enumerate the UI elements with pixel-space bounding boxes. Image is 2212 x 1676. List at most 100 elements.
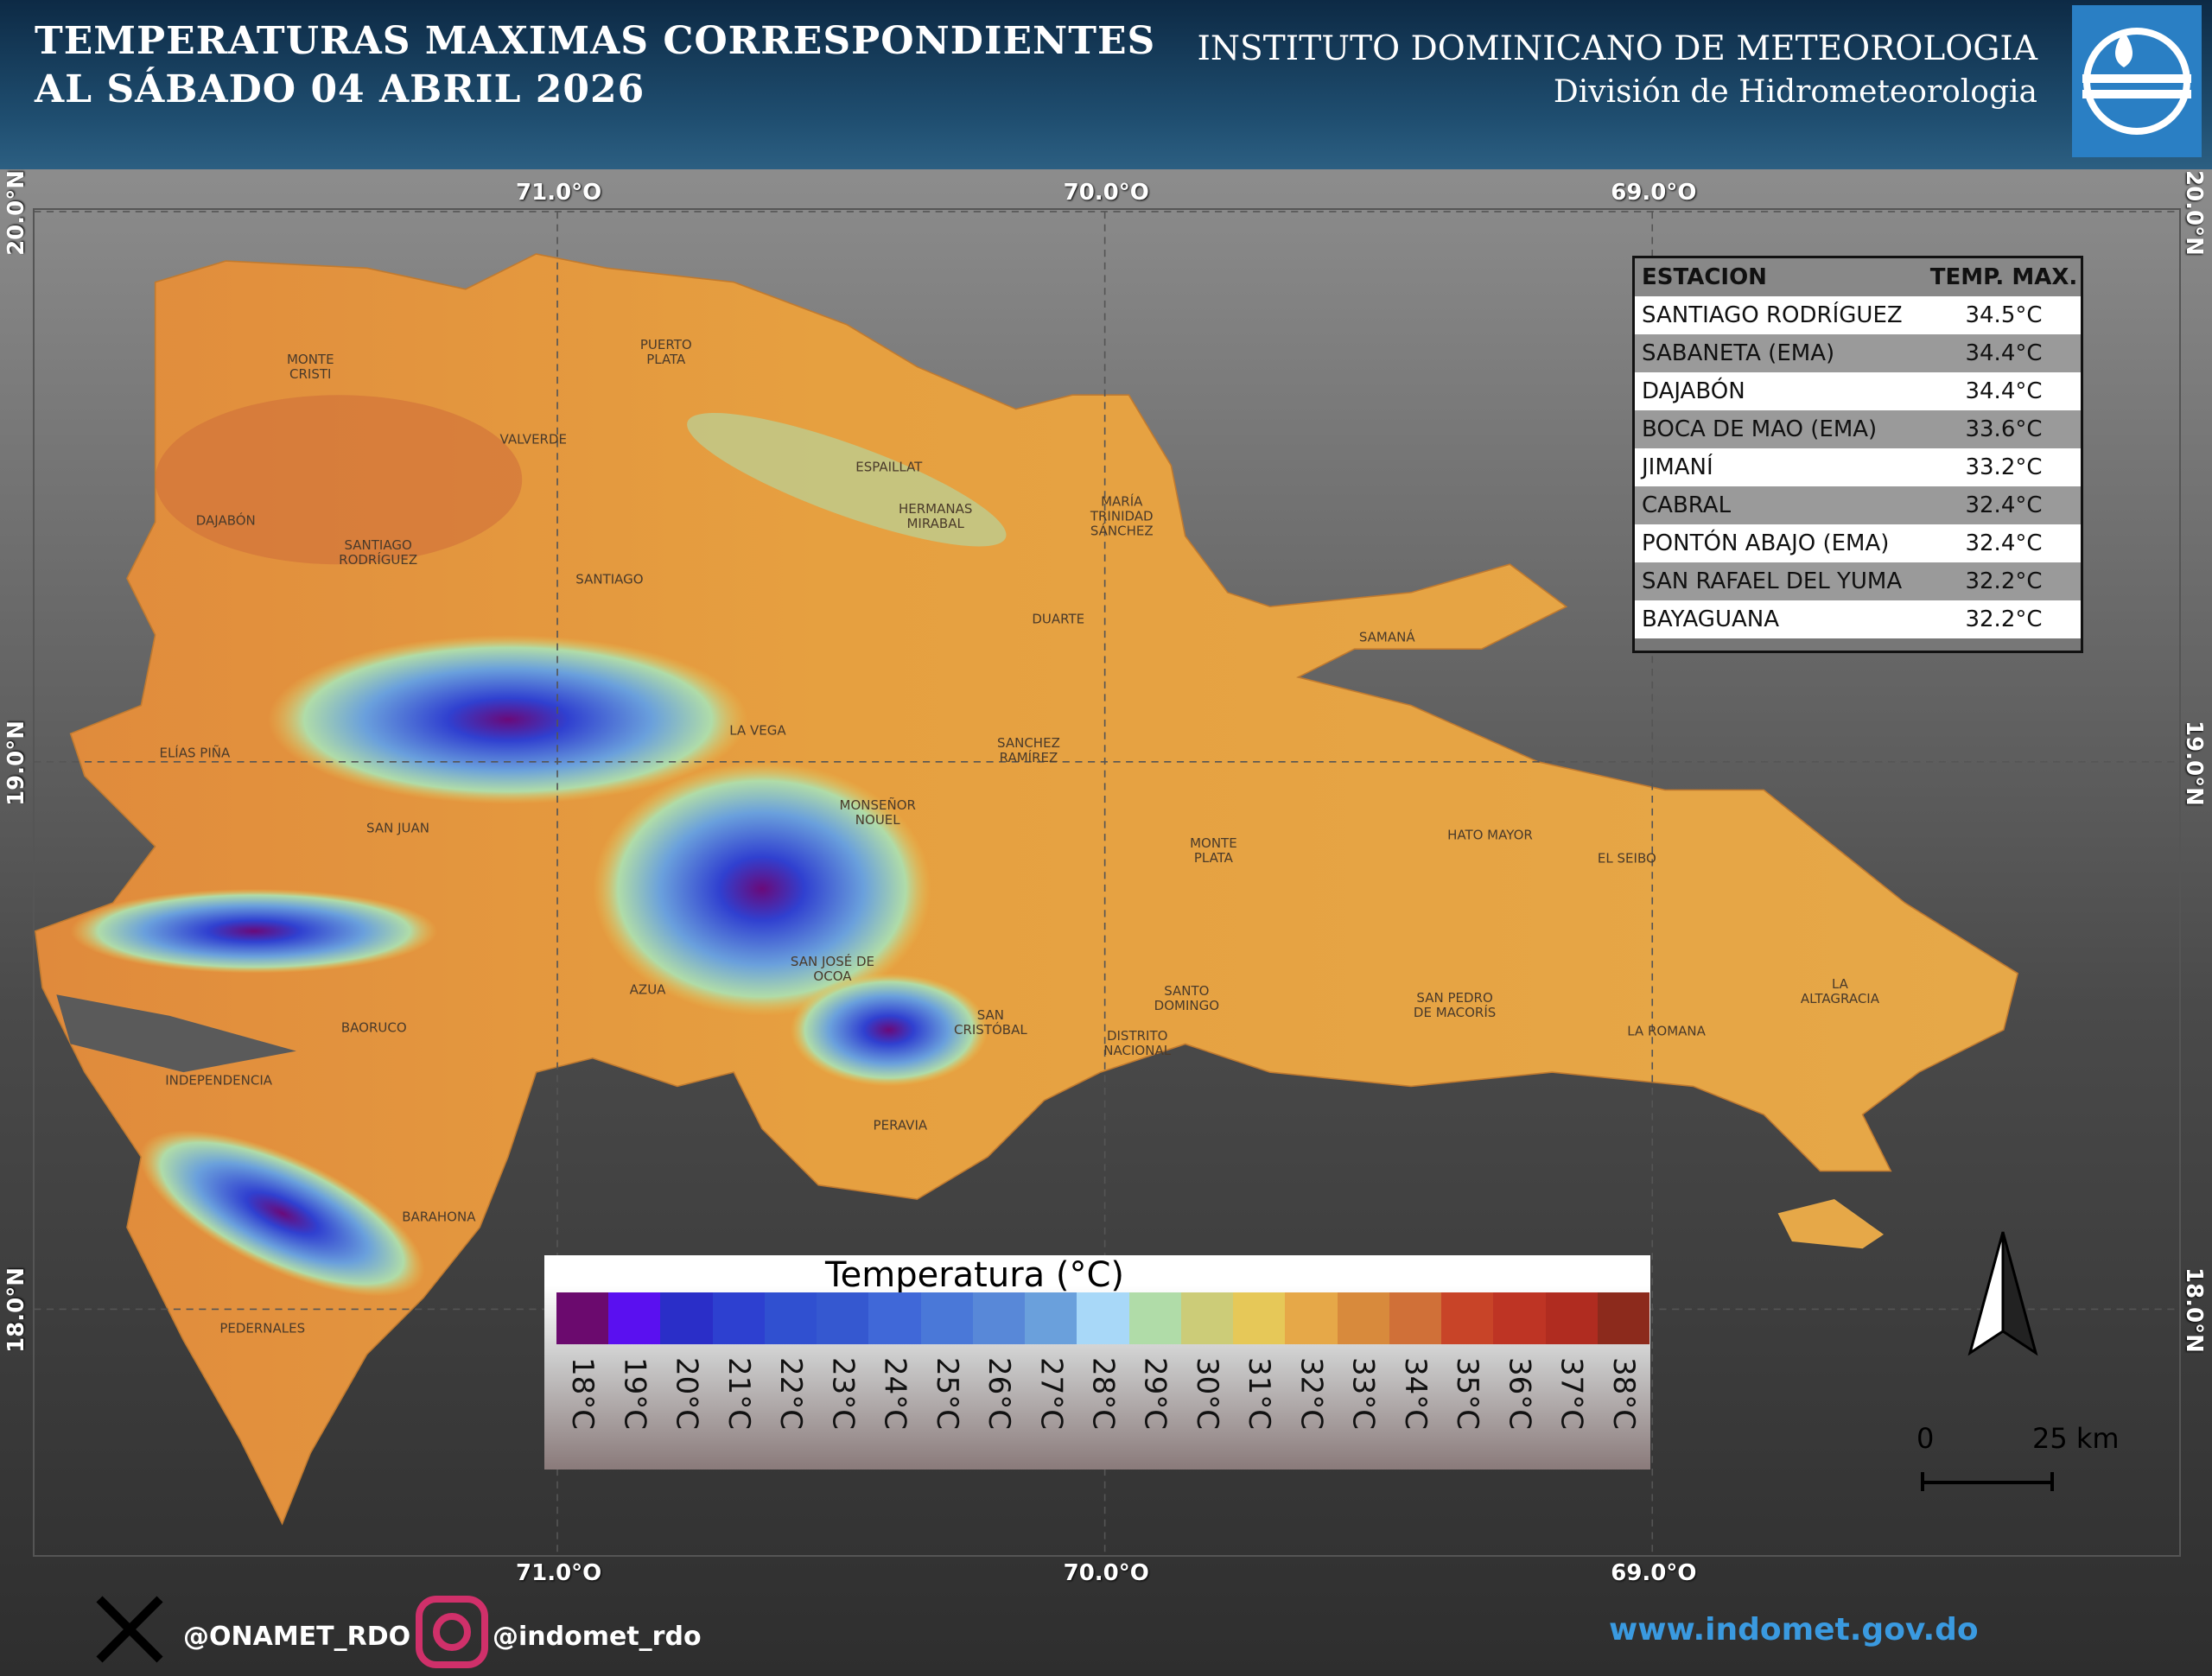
province-label: MONSEÑOR NOUEL xyxy=(839,797,916,828)
province-label: SANTIAGO xyxy=(575,571,644,587)
cold-zone xyxy=(139,1130,425,1297)
province-label: HATO MAYOR xyxy=(1447,827,1533,843)
station-name: SABANETA (EMA) xyxy=(1642,340,1835,366)
legend-swatch xyxy=(1441,1292,1494,1344)
logo-stripe xyxy=(2082,90,2191,98)
station-name: PONTÓN ABAJO (EMA) xyxy=(1642,530,1890,556)
legend-label: 19°C xyxy=(617,1357,652,1431)
province-label: MARÍA TRINIDAD SÁNCHEZ xyxy=(1090,493,1154,539)
legend-swatch xyxy=(660,1292,713,1344)
legend-label: 26°C xyxy=(982,1357,1017,1431)
legend-swatch xyxy=(817,1292,869,1344)
scale-bar xyxy=(1921,1472,2054,1491)
legend-swatch xyxy=(764,1292,817,1344)
longitude-label: 71.0°O xyxy=(516,180,602,206)
legend-label: 28°C xyxy=(1085,1357,1121,1431)
legend-swatch xyxy=(1597,1292,1649,1344)
legend-swatch xyxy=(712,1292,765,1344)
scale-label: 0 xyxy=(1916,1422,1935,1455)
title-line: TEMPERATURAS MAXIMAS CORRESPONDIENTES xyxy=(35,19,1156,63)
latitude-label: 20.0°N xyxy=(3,169,29,256)
legend-label: 23°C xyxy=(825,1357,861,1431)
station-temp: 33.6°C xyxy=(1965,416,2043,442)
station-temp: 32.4°C xyxy=(1965,492,2043,518)
header-cell: ESTACION xyxy=(1642,264,1767,290)
table-row: PONTÓN ABAJO (EMA) 32.4°C xyxy=(1635,524,2081,562)
legend-label: 29°C xyxy=(1137,1357,1173,1431)
legend: Temperatura (°C) 18°C 19°C 20°C 21°C 22°C 23°… xyxy=(544,1255,1650,1470)
latitude-label: 20.0°N xyxy=(2181,169,2207,256)
legend-swatch xyxy=(920,1292,973,1344)
legend-swatch xyxy=(1233,1292,1286,1344)
division-name: División de Hidrometeorologia xyxy=(1553,74,2037,110)
legend-title: Temperatura (°C) xyxy=(825,1255,1125,1295)
station-temp: 32.2°C xyxy=(1965,606,2043,632)
table-row: SANTIAGO RODRÍGUEZ 34.5°C xyxy=(1635,296,2081,334)
legend-swatch xyxy=(556,1292,609,1344)
station-temp: 34.4°C xyxy=(1965,340,2043,366)
province-label: SAMANÁ xyxy=(1358,629,1415,645)
longitude-label: 70.0°O xyxy=(1063,1560,1149,1586)
legend-label: 34°C xyxy=(1397,1357,1433,1431)
instagram-handle[interactable]: @indomet_rdo xyxy=(493,1622,702,1652)
province-label: SANTO DOMINGO xyxy=(1154,983,1220,1014)
province-label: BARAHONA xyxy=(402,1209,476,1225)
legend-label: 24°C xyxy=(877,1357,912,1431)
north-arrow-left xyxy=(1967,1231,2005,1356)
instagram-icon[interactable] xyxy=(415,1595,489,1669)
province-label: HERMANAS MIRABAL xyxy=(898,500,973,531)
latitude-label: 18.0°N xyxy=(2181,1267,2207,1354)
table-row: SABANETA (EMA) 34.4°C xyxy=(1635,334,2081,372)
north-arrow xyxy=(1967,1231,2038,1356)
province-label: PERAVIA xyxy=(873,1117,928,1133)
table-row: CABRAL 32.4°C xyxy=(1635,486,2081,524)
province-label: DUARTE xyxy=(1032,611,1085,627)
station-temp: 32.2°C xyxy=(1965,568,2043,594)
legend-label: 31°C xyxy=(1242,1357,1277,1431)
province-label: ESPAILLAT xyxy=(855,459,923,475)
header-cell: TEMP. MAX. xyxy=(1929,264,2078,290)
province-label: EL SEIBO xyxy=(1597,850,1656,867)
x-glyph xyxy=(96,1596,163,1663)
province-label: MONTE CRISTI xyxy=(286,351,334,382)
legend-swatch xyxy=(1077,1292,1129,1344)
station-table: ESTACION TEMP. MAX. SANTIAGO RODRÍGUEZ 34… xyxy=(1632,256,2083,653)
latitude-label: 19.0°N xyxy=(3,720,29,806)
province-label: LA ALTAGRACIA xyxy=(1800,975,1879,1006)
station-name: CABRAL xyxy=(1642,492,1732,518)
legend-label: 27°C xyxy=(1033,1357,1069,1431)
scale-label: 25 km xyxy=(2032,1422,2120,1455)
station-name: SAN RAFAEL DEL YUMA xyxy=(1642,568,1903,594)
website[interactable]: www.indomet.gov.do xyxy=(1609,1612,1979,1647)
legend-label: 20°C xyxy=(669,1357,704,1431)
station-name: BAYAGUANA xyxy=(1642,606,1779,632)
north-arrow-right xyxy=(2001,1231,2038,1356)
legend-swatch xyxy=(1389,1292,1442,1344)
latitude-label: 18.0°N xyxy=(3,1267,29,1354)
lake xyxy=(56,994,296,1073)
legend-swatch xyxy=(1493,1292,1546,1344)
legend-swatch xyxy=(1285,1292,1338,1344)
table-row: DAJABÓN 34.4°C xyxy=(1635,372,2081,410)
x-icon[interactable] xyxy=(95,1595,164,1664)
station-temp: 33.2°C xyxy=(1965,454,2043,480)
legend-label: 25°C xyxy=(929,1357,964,1431)
longitude-label: 69.0°O xyxy=(1611,180,1697,206)
province-label: SAN JOSÉ DE OCOA xyxy=(790,953,875,984)
instagram-lens xyxy=(433,1613,471,1651)
cold-zone xyxy=(592,761,931,1016)
table-body: SANTIAGO RODRÍGUEZ 34.5°C SABANETA (EMA) 34… xyxy=(1635,296,2081,638)
province-label: DISTRITO NACIONAL xyxy=(1103,1028,1172,1059)
table-row: JIMANÍ 33.2°C xyxy=(1635,448,2081,486)
province-label: ELÍAS PIÑA xyxy=(159,745,231,761)
legend-label: 37°C xyxy=(1554,1357,1589,1431)
legend-swatch xyxy=(1128,1292,1181,1344)
province-label: PEDERNALES xyxy=(219,1320,306,1336)
legend-label: 22°C xyxy=(773,1357,809,1431)
x-handle[interactable]: @ONAMET_RDO xyxy=(183,1622,411,1652)
longitude-label: 70.0°O xyxy=(1063,180,1149,206)
longitude-label: 69.0°O xyxy=(1611,1560,1697,1586)
latitude-label: 19.0°N xyxy=(2181,720,2207,806)
logo-stripe xyxy=(2082,74,2191,83)
